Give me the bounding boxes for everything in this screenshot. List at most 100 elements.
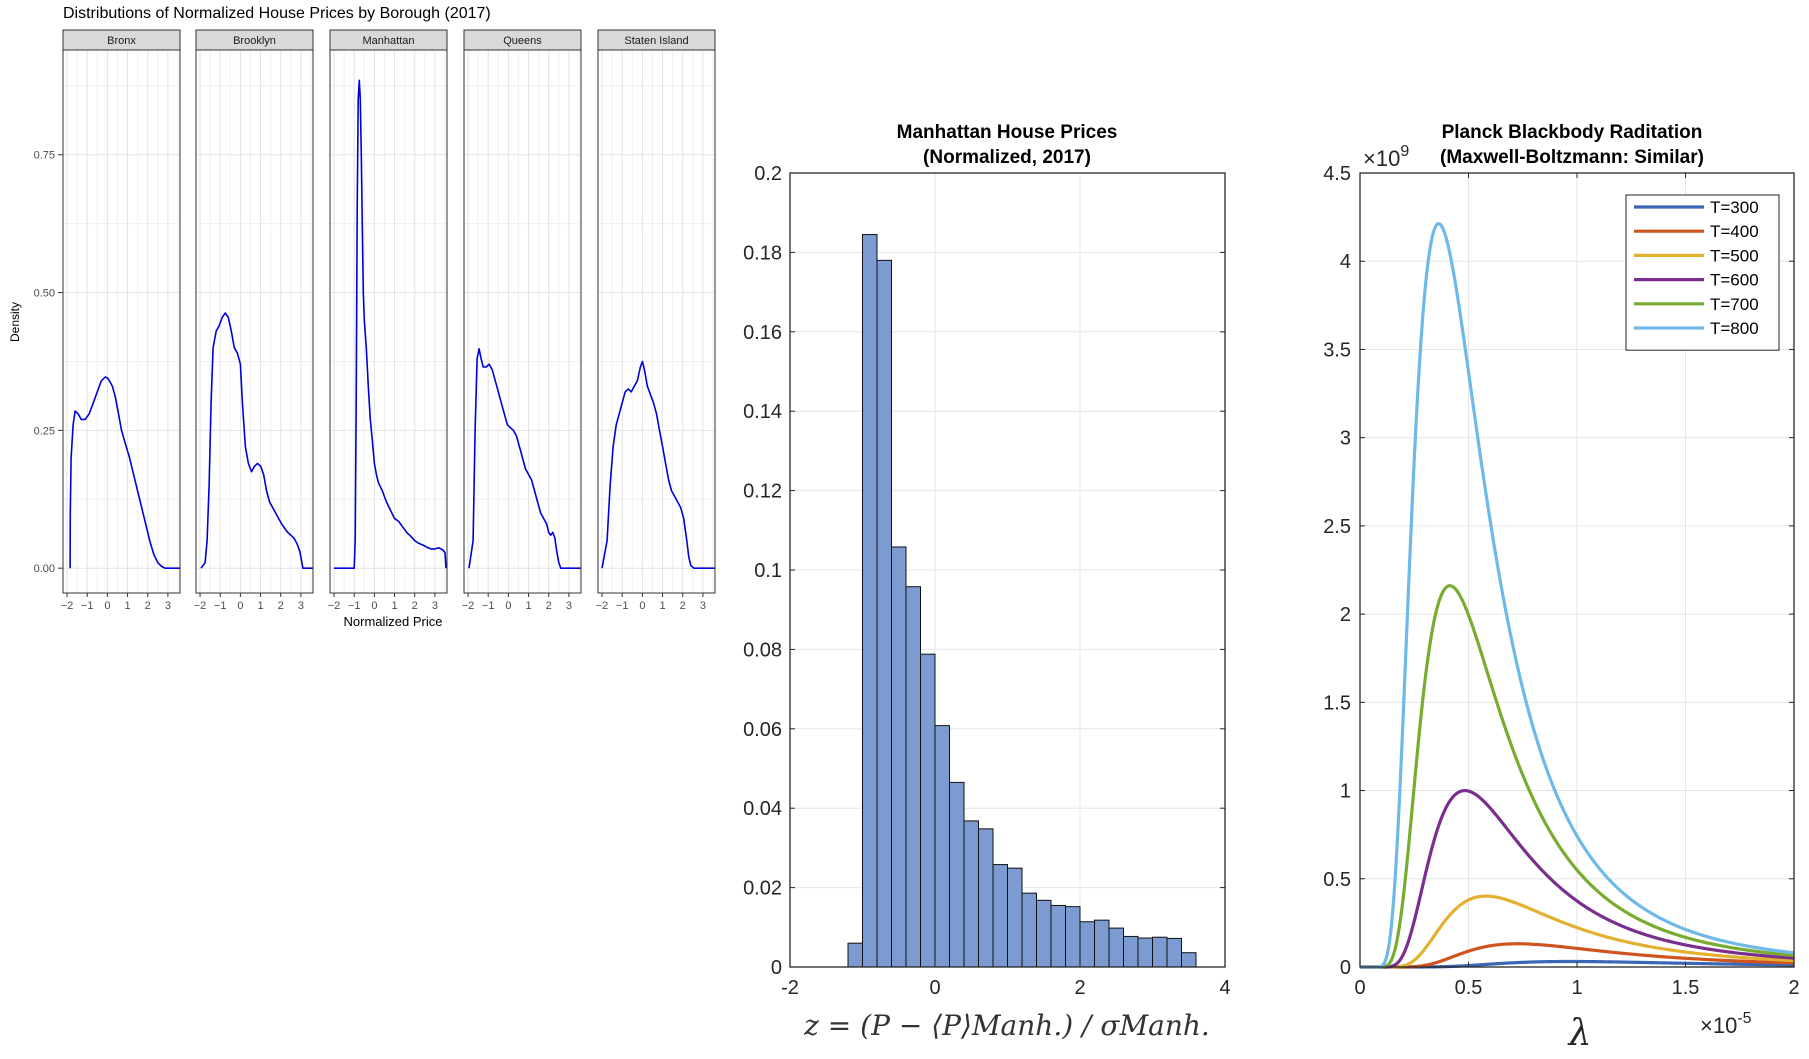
y-tick-label: 3 — [1340, 428, 1351, 450]
facet-queens: Queens −2 −1 0 1 2 3 — [462, 29, 582, 612]
y-tick-label: 0.02 — [743, 878, 782, 900]
y-tick-label: 0.00 — [34, 563, 55, 575]
x-tick-label: 3 — [432, 600, 438, 612]
histogram-bar — [1181, 952, 1197, 968]
planck-x-exponent: ×10-5 — [1700, 1010, 1752, 1038]
planck-panel: Planck Blackbody Raditation (Maxwell-Bol… — [1323, 122, 1799, 1054]
x-tick-label: 1 — [257, 600, 263, 612]
x-tick-label: 3 — [165, 600, 171, 612]
density-line — [468, 348, 581, 569]
y-tick-label: 1.5 — [1323, 692, 1351, 714]
y-tick-label: 0.75 — [34, 150, 55, 162]
facet-strip-label: Staten Island — [624, 35, 688, 47]
planck-axes: 0 0.5 1 1.5 2 2.5 3 3.5 4 4.5 0 0.5 1 1.5 2 — [1323, 163, 1799, 999]
x-tick-label: 2 — [1074, 977, 1085, 999]
density-line — [601, 360, 715, 569]
planck-y-exponent: ×109 — [1363, 143, 1409, 171]
x-tick-label: 0 — [104, 600, 110, 612]
x-tick-label: 0 — [1354, 977, 1365, 999]
legend-entry: T=400 — [1634, 222, 1759, 241]
x-tick-label: 1 — [124, 600, 130, 612]
facet-manhattan: Manhattan −2 −1 0 1 2 3 — [328, 29, 448, 612]
planck-title: Planck Blackbody Raditation — [1442, 122, 1703, 143]
y-tick-label: 2 — [1340, 604, 1351, 626]
histogram-axes: 0 0.02 0.04 0.06 0.08 0.1 0.12 0.14 0.16 0.18 0.2 -… — [743, 163, 1231, 999]
planck-series-line — [1359, 789, 1795, 969]
x-tick-label: 0 — [371, 600, 377, 612]
histogram-bar — [1050, 904, 1066, 968]
planck-x-label: λ — [1567, 1013, 1592, 1054]
legend-box — [1625, 194, 1780, 351]
borough-density-panel: Distributions of Normalized House Prices… — [8, 5, 716, 629]
histogram-bar — [891, 546, 907, 968]
facet-plot-area — [464, 50, 581, 593]
x-tick-label: −1 — [616, 600, 629, 612]
y-tick-label: 0.1 — [754, 560, 782, 582]
facet-strip-label: Brooklyn — [233, 35, 276, 47]
histogram-bar — [1021, 892, 1037, 968]
histogram-bar — [1007, 867, 1023, 968]
y-tick-label: 0.25 — [34, 425, 55, 437]
histogram-bar — [1094, 919, 1110, 968]
x-tick-label: 0.5 — [1455, 977, 1483, 999]
facet-border — [463, 49, 582, 594]
facet-border — [195, 49, 314, 594]
x-tick-label: 0 — [237, 600, 243, 612]
y-tick-label: 0.12 — [743, 481, 782, 503]
x-tick-label: −1 — [214, 600, 227, 612]
x-tick-label: 1.5 — [1672, 977, 1700, 999]
planck-legend: T=300 T=400 T=500 T=600 T=700 T=800 — [1625, 194, 1780, 351]
histogram-bar — [1137, 937, 1153, 968]
density-line — [200, 312, 313, 569]
y-tick-label: 0.18 — [743, 242, 782, 264]
x-tick-label: −1 — [348, 600, 361, 612]
x-tick-label: 1 — [659, 600, 665, 612]
y-tick-label: 0.08 — [743, 639, 782, 661]
facet-bronx: Bronx −2 −1 0 1 2 3 — [61, 29, 181, 612]
histogram-bar — [1152, 936, 1168, 968]
y-tick-label: 0.06 — [743, 719, 782, 741]
y-tick-label: 0.2 — [754, 163, 782, 185]
facet-border — [329, 49, 448, 594]
x-tick-label: 3 — [566, 600, 572, 612]
x-tick-label: -2 — [781, 977, 799, 999]
x-tick-label: 3 — [700, 600, 706, 612]
histogram-bar — [1166, 937, 1182, 968]
planck-series-line — [1359, 222, 1795, 969]
x-tick-label: 2 — [680, 600, 686, 612]
facet-plot-area — [63, 50, 180, 593]
legend-label: T=800 — [1710, 319, 1759, 338]
y-tick-label: 2.5 — [1323, 516, 1351, 538]
legend-entry: T=500 — [1634, 246, 1759, 265]
x-tick-label: 0 — [929, 977, 940, 999]
x-tick-label: 3 — [298, 600, 304, 612]
histogram-bar — [1108, 927, 1124, 968]
legend-label: T=400 — [1710, 222, 1759, 241]
facet-staten-island: Staten Island −2 −1 0 1 2 3 — [596, 29, 716, 612]
facet-brooklyn: Brooklyn −2 −1 0 1 2 3 — [194, 29, 314, 612]
legend-entry: T=800 — [1634, 319, 1759, 338]
histogram-subtitle: (Normalized, 2017) — [923, 147, 1091, 168]
borough-facets: Bronx −2 −1 0 1 2 3 Brooklyn −2 −1 0 1 2 3 Manhattan −2… — [61, 29, 716, 612]
histogram-bar — [949, 781, 965, 968]
legend-entry: T=300 — [1634, 198, 1759, 217]
manhattan-histogram-panel: Manhattan House Prices (Normalized, 2017… — [743, 122, 1231, 1042]
facet-strip-label: Queens — [503, 35, 542, 47]
x-tick-label: −2 — [194, 600, 207, 612]
histogram-bar — [862, 234, 878, 968]
histogram-bar — [876, 259, 892, 968]
planck-series-line — [1359, 584, 1795, 969]
x-tick-label: 2 — [145, 600, 151, 612]
x-tick-label: 1 — [1571, 977, 1582, 999]
x-tick-label: 1 — [525, 600, 531, 612]
facet-strip-label: Manhattan — [363, 35, 415, 47]
x-tick-label: 2 — [546, 600, 552, 612]
y-tick-label: 4.5 — [1323, 163, 1351, 185]
histogram-bar — [905, 586, 921, 968]
y-tick-label: 0.04 — [743, 798, 782, 820]
legend-label: T=600 — [1710, 271, 1759, 290]
histogram-bar — [978, 828, 994, 968]
facet-plot-area — [330, 50, 447, 593]
borough-density-x-label: Normalized Price — [344, 614, 443, 629]
